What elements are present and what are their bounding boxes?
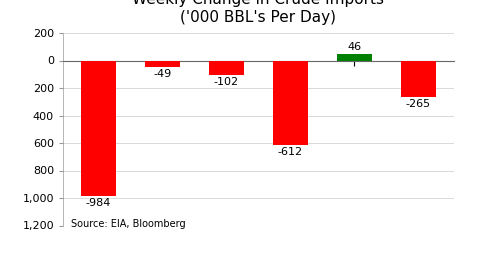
Title: Weekly Change in Crude Imports
('000 BBL's Per Day): Weekly Change in Crude Imports ('000 BBL… bbox=[132, 0, 384, 25]
Text: -102: -102 bbox=[214, 76, 239, 87]
Bar bbox=[81, 60, 116, 196]
Bar bbox=[145, 60, 180, 67]
Text: -984: -984 bbox=[86, 198, 111, 208]
Text: -612: -612 bbox=[278, 147, 303, 157]
Bar bbox=[337, 54, 372, 60]
Text: -49: -49 bbox=[153, 69, 171, 79]
Text: 46: 46 bbox=[347, 42, 361, 52]
Text: -265: -265 bbox=[406, 99, 431, 109]
Bar bbox=[273, 60, 308, 145]
Bar bbox=[401, 60, 436, 97]
Text: Source: EIA, Bloomberg: Source: EIA, Bloomberg bbox=[71, 219, 185, 229]
Bar bbox=[209, 60, 244, 75]
